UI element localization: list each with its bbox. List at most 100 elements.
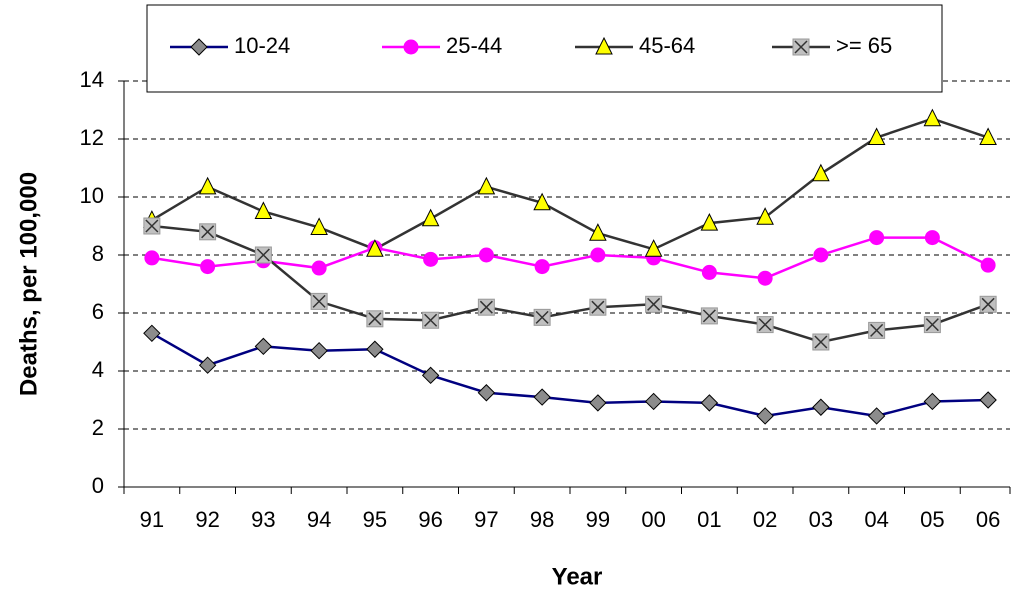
x-tick-label: 01 [697, 507, 721, 532]
marker [254, 246, 272, 264]
y-tick-label: 6 [92, 299, 104, 324]
marker [700, 212, 719, 231]
x-tick-label: 97 [474, 507, 498, 532]
marker [589, 298, 607, 316]
marker [311, 260, 327, 276]
marker [143, 324, 161, 343]
marker [144, 250, 160, 266]
x-axis-title: Year [552, 563, 603, 590]
marker [813, 247, 829, 263]
series-line [151, 236, 989, 280]
marker [589, 394, 607, 412]
marker [700, 394, 719, 412]
marker-cross [870, 323, 884, 337]
y-tick-label: 8 [92, 241, 104, 266]
marker [310, 341, 328, 360]
x-tick-label: 92 [195, 507, 219, 532]
marker [199, 223, 217, 241]
marker [645, 295, 663, 313]
marker [756, 407, 774, 425]
x-tick-label: 91 [140, 507, 164, 532]
marker [923, 316, 941, 334]
x-tick-label: 98 [530, 507, 554, 532]
marker-cross [535, 310, 549, 324]
legend-label: >= 65 [836, 33, 892, 58]
marker [421, 366, 440, 385]
marker [812, 163, 830, 182]
x-tick-label: 00 [641, 507, 665, 532]
marker [423, 251, 439, 267]
marker [477, 176, 496, 195]
marker [143, 217, 161, 235]
marker [757, 270, 773, 286]
marker [478, 247, 494, 263]
marker [756, 316, 774, 334]
marker-cross [794, 40, 808, 54]
y-tick-label: 10 [80, 183, 104, 208]
marker [756, 207, 774, 225]
marker [868, 321, 886, 339]
x-tick-label: 95 [363, 507, 387, 532]
marker [867, 127, 886, 146]
marker [422, 311, 440, 329]
marker [533, 388, 551, 406]
marker-cross [925, 318, 939, 332]
marker [644, 239, 663, 257]
marker [979, 295, 997, 313]
marker [979, 391, 997, 409]
marker [700, 307, 718, 325]
marker [980, 257, 996, 273]
marker [979, 127, 997, 146]
legend-label: 10-24 [234, 33, 290, 58]
marker [867, 407, 886, 425]
marker [190, 38, 208, 56]
y-tick-label: 14 [80, 67, 104, 92]
legend-label: 45-64 [639, 33, 695, 58]
marker-cross [312, 294, 326, 308]
marker [923, 108, 942, 127]
marker [589, 223, 607, 241]
marker [198, 356, 217, 374]
marker [644, 392, 663, 411]
marker [812, 333, 830, 351]
marker [200, 259, 216, 275]
series-line [151, 332, 989, 418]
marker [812, 398, 830, 416]
marker-cross [145, 219, 159, 233]
marker [366, 310, 384, 328]
marker [792, 38, 810, 56]
marker [533, 192, 551, 211]
marker [366, 239, 384, 257]
marker-cross [647, 297, 661, 311]
marker [198, 176, 217, 195]
marker [869, 230, 885, 246]
y-tick-label: 2 [92, 415, 104, 440]
x-tick-label: 94 [307, 507, 331, 532]
marker [923, 392, 942, 411]
marker [595, 36, 613, 55]
marker [310, 217, 328, 235]
marker [421, 208, 440, 227]
marker [403, 39, 419, 55]
x-tick-label: 03 [809, 507, 833, 532]
legend-box [146, 4, 943, 93]
marker [534, 259, 550, 275]
marker [924, 230, 940, 246]
marker-cross [814, 335, 828, 349]
x-tick-label: 06 [976, 507, 1000, 532]
legend-label: 25-44 [446, 33, 502, 58]
marker [477, 384, 496, 402]
y-tick-label: 4 [92, 357, 104, 382]
y-tick-label: 0 [92, 473, 104, 498]
marker [254, 201, 273, 219]
x-tick-label: 02 [753, 507, 777, 532]
x-tick-label: 96 [418, 507, 442, 532]
marker [366, 340, 384, 358]
y-axis-title: Deaths, per 100,000 [15, 172, 42, 396]
marker [477, 298, 495, 316]
series-line [151, 224, 989, 344]
series-line [151, 117, 989, 251]
marker-cross [424, 313, 438, 327]
marker-cross [702, 309, 716, 323]
marker [254, 337, 273, 356]
